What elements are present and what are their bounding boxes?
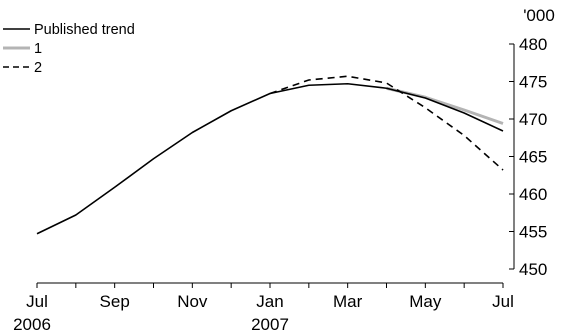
series-line-2 [269,75,504,171]
x-tick-label: Jan [256,292,283,311]
legend-label: Published trend [34,22,135,38]
legend-label: 2 [34,60,42,76]
y-tick-label: 460 [519,185,547,204]
x-tick-label: Jul [26,292,48,311]
series-line-published-trend [36,82,504,235]
y-tick-label: 475 [519,73,547,92]
y-tick-label: 465 [519,148,547,167]
x-tick-label: Jul [492,292,514,311]
legend: Published trend 1 2 [3,22,135,76]
legend-label: 1 [34,41,42,57]
axes: 450 455 460 465 470 475 480 Jul 2006 Sep Nov Jan 200… [13,35,547,334]
x-tick-year-label: 2006 [13,315,51,334]
x-tick-label: May [409,292,442,311]
y-tick-label: 480 [519,35,547,54]
y-tick-label: 470 [519,110,547,129]
x-tick-year-label: 2007 [251,315,289,334]
y-tick-label: 450 [519,260,547,279]
y-axis-unit-label: '000 [523,6,555,25]
series-layer [36,75,504,235]
x-tick-label: Sep [100,292,130,311]
x-tick-label: Nov [177,292,208,311]
y-tick-label: 455 [519,223,547,242]
x-tick-label: Mar [333,292,363,311]
